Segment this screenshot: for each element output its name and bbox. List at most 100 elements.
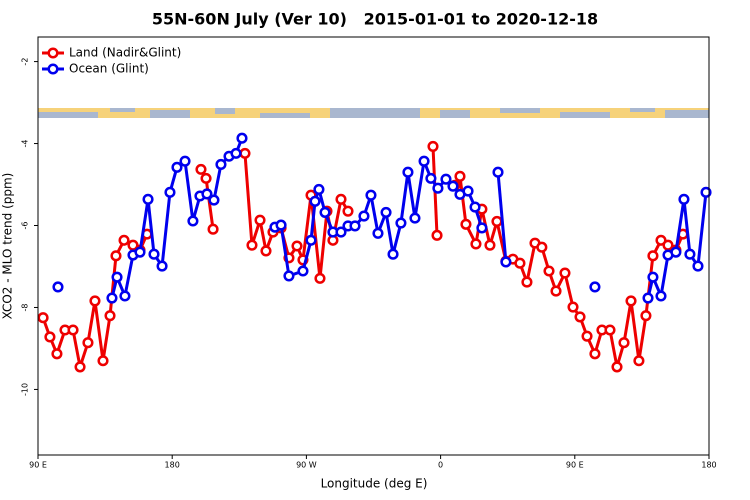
data-point [156,260,168,272]
data-point [314,272,326,284]
data-point [440,173,452,185]
data-point [51,348,63,360]
data-point [536,241,548,253]
data-point [395,217,407,229]
y-axis-label: XCO2 - MLO trend (ppm) [1,173,15,320]
series-line [496,172,508,263]
x-tick-label: 0 [438,461,443,470]
data-point [611,361,623,373]
x-axis-label: Longitude (deg E) [321,477,428,491]
data-point [521,276,533,288]
data-point [97,355,109,367]
data-point [670,246,682,258]
data-point [82,337,94,349]
y-tick-label: -4 [21,140,30,148]
data-point [187,215,199,227]
data-point [604,324,616,336]
data-point [432,182,444,194]
data-point [647,250,659,262]
x-tick-label: 180 [165,461,180,470]
data-point [142,193,154,205]
data-point [454,170,466,182]
data-point [309,195,321,207]
data-point [106,292,118,304]
series-line [646,192,708,299]
data-point [469,201,481,213]
data-point [550,285,562,297]
data-point [581,330,593,342]
data-point [567,301,579,313]
x-tick-label: 180 [701,461,716,470]
data-point [208,194,220,206]
data-point [297,265,309,277]
data-point [74,361,86,373]
x-tick-label: 90 E [566,461,584,470]
data-point [236,132,248,144]
data-point [692,260,704,272]
legend-marker [47,63,59,75]
data-point [215,158,227,170]
data-point [655,290,667,302]
legend-label: Land (Nadir&Glint) [69,46,181,60]
data-point [230,147,242,159]
data-point [349,220,361,232]
data-point [342,205,354,217]
data-point [625,295,637,307]
data-point [492,166,504,178]
data-point [402,166,414,178]
data-point [239,147,251,159]
y-tick-label: -10 [21,383,30,396]
map-strip [38,108,709,118]
data-point [409,212,421,224]
plot-frame [37,36,710,456]
plot-area [37,132,712,373]
data-point [118,234,130,246]
data-point [543,265,555,277]
data-point [44,331,56,343]
legend-marker [47,47,59,59]
data-point [89,295,101,307]
data-point [275,219,287,231]
data-point [460,218,472,230]
data-point [514,257,526,269]
data-point [380,206,392,218]
data-point [491,215,503,227]
data-point [633,355,645,367]
data-point [431,229,443,241]
data-point [134,246,146,258]
data-point [447,180,459,192]
data-point [260,245,272,257]
data-point [246,239,258,251]
data-point [119,290,131,302]
data-point [201,188,213,200]
data-point [484,239,496,251]
data-point [470,238,482,250]
data-point [335,193,347,205]
data-point [574,311,586,323]
data-point [372,227,384,239]
data-point [254,214,266,226]
data-point [358,210,370,222]
data-point [678,193,690,205]
data-point [148,248,160,260]
data-point [305,234,317,246]
data-point [618,337,630,349]
data-point [111,271,123,283]
data-point [684,248,696,260]
x-tick-label: 90 W [296,461,317,470]
data-point [462,185,474,197]
data-point [67,324,79,336]
data-point [476,222,488,234]
x-tick-label: 90 E [29,461,47,470]
data-point [335,226,347,238]
data-point [365,189,377,201]
legend-label: Ocean (Glint) [69,62,149,76]
chart-title: 55N-60N July (Ver 10) 2015-01-01 to 2020… [152,10,598,29]
y-tick-label: -6 [21,222,30,230]
data-point [427,140,439,152]
data-point [195,163,207,175]
data-point [164,186,176,198]
data-point [37,312,49,324]
